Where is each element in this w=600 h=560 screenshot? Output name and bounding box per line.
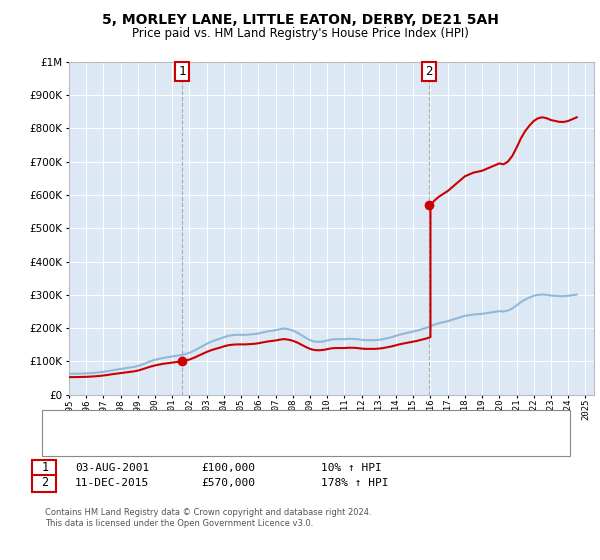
Text: £100,000: £100,000 xyxy=(201,463,255,473)
Text: HPI: Average price, detached house, Erewash: HPI: Average price, detached house, Erew… xyxy=(89,435,341,445)
Text: 2: 2 xyxy=(41,476,49,489)
Text: 11-DEC-2015: 11-DEC-2015 xyxy=(75,478,149,488)
Text: 1: 1 xyxy=(41,461,49,474)
Text: 1: 1 xyxy=(179,65,186,78)
FancyBboxPatch shape xyxy=(32,475,56,492)
Text: 03-AUG-2001: 03-AUG-2001 xyxy=(75,463,149,473)
Text: Price paid vs. HM Land Registry's House Price Index (HPI): Price paid vs. HM Land Registry's House … xyxy=(131,27,469,40)
Text: £570,000: £570,000 xyxy=(201,478,255,488)
Text: 2: 2 xyxy=(425,65,433,78)
Text: 5, MORLEY LANE, LITTLE EATON, DERBY, DE21 5AH: 5, MORLEY LANE, LITTLE EATON, DERBY, DE2… xyxy=(101,13,499,27)
Text: 178% ↑ HPI: 178% ↑ HPI xyxy=(321,478,389,488)
Text: 10% ↑ HPI: 10% ↑ HPI xyxy=(321,463,382,473)
Text: 5, MORLEY LANE, LITTLE EATON, DERBY, DE21 5AH (detached house): 5, MORLEY LANE, LITTLE EATON, DERBY, DE2… xyxy=(89,416,453,426)
FancyBboxPatch shape xyxy=(32,460,56,477)
Text: Contains HM Land Registry data © Crown copyright and database right 2024.
This d: Contains HM Land Registry data © Crown c… xyxy=(45,508,371,528)
